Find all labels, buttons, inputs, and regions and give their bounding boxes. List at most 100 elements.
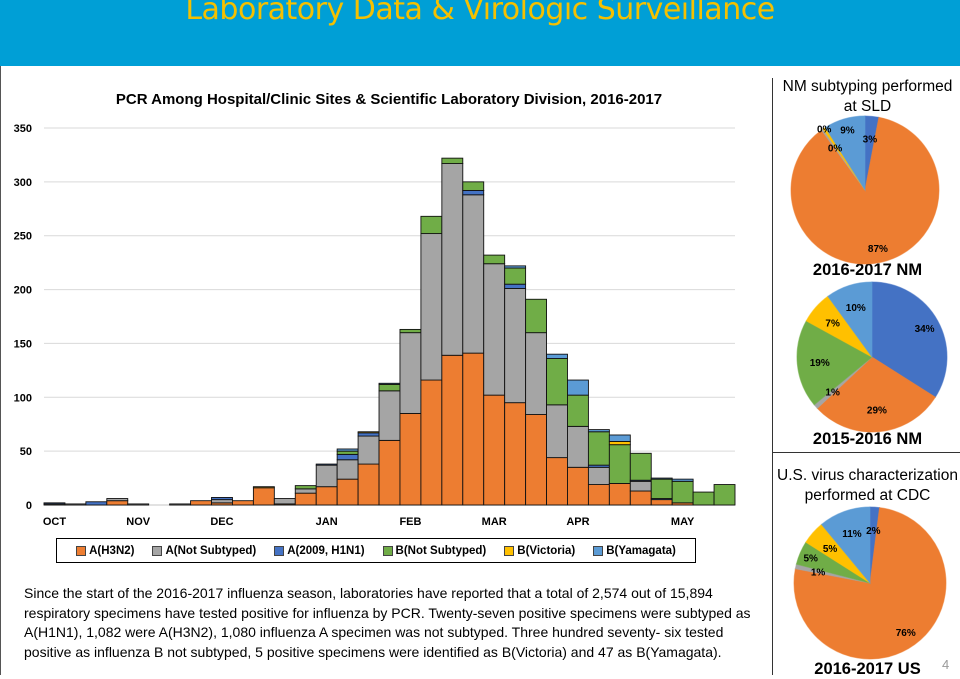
- pie-slice-label: 2%: [866, 526, 881, 537]
- bar-segment: [85, 501, 108, 506]
- y-tick-label: 0: [26, 500, 32, 512]
- pie-slice-label: 19%: [810, 358, 830, 369]
- legend-item-h1n1: A(2009, H1N1): [274, 545, 365, 557]
- pie-slice: [805, 523, 871, 584]
- x-tick-label: MAY: [671, 516, 695, 528]
- x-tick-label: NOV: [126, 516, 151, 528]
- bar-segment: [462, 190, 485, 196]
- bar-segment: [378, 439, 401, 506]
- bar-segment: [608, 440, 631, 446]
- bar-segment: [336, 459, 359, 480]
- legend-swatch: [593, 545, 604, 556]
- bar-segment: [525, 414, 547, 506]
- x-tick-label: JAN: [316, 516, 338, 528]
- pie-title-cdc: U.S. virus characterization performed at…: [777, 467, 958, 504]
- bar-segment: [567, 394, 589, 427]
- legend-swatch: [504, 545, 515, 556]
- pie-slice-label: 87%: [868, 244, 888, 255]
- bar-segment: [587, 429, 610, 433]
- bar-segment: [441, 354, 464, 506]
- bar-segment: [504, 265, 527, 269]
- bar-segment: [232, 500, 254, 506]
- pie-slice-label: 5%: [803, 553, 818, 564]
- bar-segment: [567, 425, 589, 468]
- bar-segment: [504, 283, 527, 289]
- chart-legend: A(H3N2) A(Not Subtyped) A(2009, H1N1) B(…: [56, 538, 696, 563]
- bar-segment: [357, 431, 380, 434]
- bar-segment: [441, 157, 464, 164]
- bar-segment: [608, 444, 631, 484]
- legend-item-b-yamagata: B(Yamagata): [593, 545, 676, 557]
- bar-segment: [525, 298, 547, 334]
- pie-slice: [790, 116, 940, 265]
- x-tick-label: OCT: [43, 516, 67, 528]
- bar-segment: [483, 263, 506, 396]
- bar-segment: [169, 503, 192, 506]
- bar-segment: [399, 332, 422, 414]
- summary-paragraph: Since the start of the 2016-2017 influen…: [24, 585, 751, 660]
- bar-segment: [587, 464, 610, 468]
- bar-segment: [336, 448, 359, 452]
- bar-segment: [127, 503, 150, 506]
- bar-segment: [650, 477, 673, 480]
- bar-segment: [252, 487, 275, 506]
- y-tick-label: 300: [14, 177, 32, 189]
- bar-segment: [211, 502, 233, 506]
- bar-segment: [671, 502, 694, 506]
- pie-slice-label: 29%: [867, 405, 887, 416]
- bar-segment: [190, 500, 212, 506]
- legend-swatch: [382, 545, 393, 556]
- bar-segment: [671, 478, 694, 482]
- bar-segment: [587, 484, 610, 506]
- header-bar: Laboratory Data & Virologic Surveillance: [0, 0, 960, 66]
- legend-swatch: [152, 545, 163, 556]
- x-tick-label: MAR: [482, 516, 507, 528]
- pie-slice: [794, 563, 871, 584]
- bar-segment: [650, 499, 673, 506]
- pie-slice-label: 76%: [896, 628, 916, 639]
- bar-segment: [294, 485, 317, 490]
- legend-swatch: [76, 545, 87, 556]
- bar-segment: [567, 379, 589, 396]
- bar-segment: [357, 432, 380, 437]
- bar-segment: [504, 288, 527, 404]
- legend-item-a-not-subtyped: A(Not Subtyped): [152, 545, 256, 557]
- y-tick-label: 200: [14, 285, 32, 297]
- bar-segment: [315, 486, 338, 506]
- bar-segment: [315, 463, 338, 466]
- bar-segment: [211, 497, 233, 501]
- y-tick-label: 250: [14, 231, 32, 243]
- pie-slice: [824, 115, 866, 192]
- bar-segment: [504, 267, 527, 285]
- x-tick-label: FEB: [399, 516, 421, 528]
- y-tick-label: 150: [14, 338, 32, 350]
- legend-item-b-victoria: B(Victoria): [504, 545, 575, 557]
- bar-segment: [504, 402, 527, 506]
- bar-segment: [692, 491, 715, 506]
- pie-slice: [795, 541, 871, 584]
- bar-segment: [629, 480, 652, 492]
- pie-slice-label: 11%: [842, 529, 862, 540]
- pie-slice: [793, 507, 947, 660]
- pie-caption-2016-2017-nm: 2016-2017 NM: [812, 261, 923, 279]
- y-tick-label: 350: [14, 123, 32, 135]
- page-title: Laboratory Data & Virologic Surveillance: [185, 0, 775, 27]
- bar-segment: [273, 503, 296, 506]
- bar-segment: [336, 478, 359, 506]
- bar-segment: [546, 353, 568, 359]
- legend-item-b-not-subtyped: B(Not Subtyped): [382, 545, 486, 557]
- pie-slice: [813, 356, 873, 410]
- pie-slice: [816, 356, 937, 433]
- bar-segment: [399, 412, 422, 506]
- pie-slice: [869, 506, 881, 584]
- legend-swatch: [274, 545, 285, 556]
- bar-segment: [546, 358, 568, 406]
- pie-slice-label: 1%: [825, 388, 840, 399]
- bar-segment: [43, 503, 66, 506]
- bar-segment: [441, 163, 464, 356]
- page-number: 4: [942, 657, 950, 672]
- bar-segment: [106, 500, 129, 506]
- bar-segment: [43, 502, 66, 505]
- bar-segment: [357, 463, 380, 506]
- pie-slice: [820, 506, 871, 585]
